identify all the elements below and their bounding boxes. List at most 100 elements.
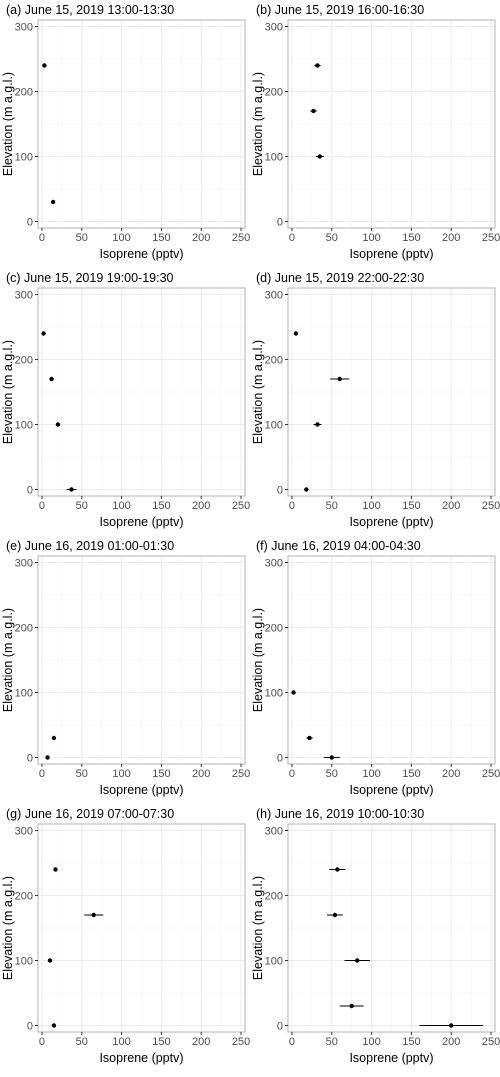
data-point — [315, 422, 320, 427]
data-point — [69, 487, 74, 492]
x-axis-label: Isoprene (pptv) — [99, 247, 183, 261]
y-tick-label: 300 — [265, 826, 283, 838]
plot-border — [37, 19, 246, 229]
x-tick-label: 200 — [442, 1036, 460, 1048]
panel-c: 0 50 100 150 200 250 0 100 200 300 (c) June 15, 20… — [0, 268, 250, 536]
x-tick-label: 0 — [289, 768, 295, 780]
data-point — [41, 331, 46, 336]
plot-border — [37, 555, 246, 765]
x-tick-label: 200 — [442, 232, 460, 244]
data-point — [317, 154, 323, 159]
x-tick-label: 250 — [232, 1036, 250, 1048]
x-tick-label: 200 — [442, 500, 460, 512]
y-tick-label: 300 — [15, 826, 33, 838]
data-point — [335, 867, 340, 872]
y-tick-label: 0 — [27, 1021, 33, 1033]
data-point — [307, 735, 312, 741]
plot-border — [287, 19, 496, 229]
data-point — [293, 331, 299, 336]
x-tick-label: 250 — [232, 232, 250, 244]
data-point — [355, 958, 360, 963]
x-tick-label: 0 — [289, 1036, 295, 1048]
x-tick-label: 150 — [152, 1036, 170, 1048]
data-point — [42, 63, 47, 68]
y-tick-label: 100 — [265, 152, 283, 164]
panel-g: 0 50 100 150 200 250 0 100 200 300 (g) June 16, 20… — [0, 804, 250, 1072]
y-tick-label: 100 — [265, 688, 283, 700]
y-axis-label: Elevation (m a.g.l.) — [251, 72, 265, 176]
data-point — [53, 867, 58, 872]
chart-svg: 0 50 100 150 200 250 0 100 200 300 (c) June 15, 20… — [1, 271, 250, 529]
y-axis-label: Elevation (m a.g.l.) — [1, 340, 15, 444]
y-tick-label: 0 — [277, 485, 283, 497]
data-point — [329, 755, 334, 760]
data-point — [315, 63, 320, 68]
y-tick-label: 300 — [265, 290, 283, 302]
x-tick-label: 50 — [326, 500, 338, 512]
x-axis-label: Isoprene (pptv) — [99, 783, 183, 797]
x-tick-label: 150 — [402, 232, 420, 244]
y-tick-label: 200 — [265, 623, 283, 635]
chart-svg: 0 50 100 150 200 250 0 100 200 300 (d) June 15, 20… — [251, 271, 500, 529]
y-tick-label: 100 — [265, 420, 283, 432]
y-tick-label: 200 — [265, 891, 283, 903]
x-tick-label: 150 — [402, 500, 420, 512]
x-tick-label: 250 — [482, 500, 500, 512]
chart-svg: 0 50 100 150 200 250 0 100 200 300 (f) June 16, 20… — [251, 539, 500, 797]
panel-a: 0 50 100 150 200 250 0 100 200 300 (a) June 15, 20… — [0, 0, 250, 268]
chart-svg: 0 50 100 150 200 250 0 100 200 300 (h) June 16, 20… — [251, 807, 500, 1065]
y-tick-label: 300 — [265, 558, 283, 570]
data-point — [45, 755, 50, 760]
data-point — [49, 376, 54, 382]
x-tick-label: 100 — [362, 1036, 380, 1048]
x-tick-label: 150 — [402, 768, 420, 780]
x-tick-label: 100 — [112, 500, 130, 512]
y-tick-label: 100 — [15, 688, 33, 700]
x-axis-label: Isoprene (pptv) — [349, 515, 433, 529]
x-tick-label: 0 — [39, 1036, 45, 1048]
panel-title: (f) June 16, 2019 04:00-04:30 — [256, 539, 421, 553]
data-point — [337, 376, 342, 382]
panel-d: 0 50 100 150 200 250 0 100 200 300 (d) June 15, 20… — [250, 268, 500, 536]
y-tick-label: 200 — [15, 87, 33, 99]
panel-title: (e) June 16, 2019 01:00-01:30 — [6, 539, 174, 553]
panel-e: 0 50 100 150 200 250 0 100 200 300 (e) June 16, 20… — [0, 536, 250, 804]
y-tick-label: 0 — [27, 753, 33, 765]
x-tick-label: 250 — [482, 1036, 500, 1048]
data-point — [55, 422, 61, 427]
x-tick-label: 200 — [192, 232, 210, 244]
x-tick-label: 100 — [362, 232, 380, 244]
data-point — [311, 108, 316, 114]
y-tick-label: 0 — [277, 217, 283, 229]
x-tick-label: 50 — [76, 232, 88, 244]
y-tick-label: 0 — [27, 217, 33, 229]
x-tick-label: 250 — [482, 232, 500, 244]
y-tick-label: 300 — [265, 22, 283, 34]
y-tick-label: 100 — [15, 152, 33, 164]
x-tick-label: 50 — [76, 500, 88, 512]
x-tick-label: 250 — [232, 500, 250, 512]
x-tick-label: 150 — [402, 1036, 420, 1048]
y-tick-label: 100 — [265, 956, 283, 968]
y-axis-label: Elevation (m a.g.l.) — [1, 876, 15, 980]
data-point — [304, 487, 309, 492]
chart-svg: 0 50 100 150 200 250 0 100 200 300 (b) June 15, 20… — [251, 3, 500, 261]
x-tick-label: 50 — [76, 1036, 88, 1048]
y-tick-label: 200 — [265, 355, 283, 367]
data-point — [51, 735, 57, 741]
panel-title: (g) June 16, 2019 07:00-07:30 — [6, 807, 174, 821]
plot-border — [37, 823, 246, 1033]
x-tick-label: 200 — [192, 768, 210, 780]
x-tick-label: 0 — [39, 500, 45, 512]
x-tick-label: 50 — [326, 232, 338, 244]
y-axis-label: Elevation (m a.g.l.) — [251, 340, 265, 444]
x-tick-label: 0 — [289, 500, 295, 512]
y-axis-label: Elevation (m a.g.l.) — [251, 608, 265, 712]
x-tick-label: 100 — [362, 500, 380, 512]
panel-h: 0 50 100 150 200 250 0 100 200 300 (h) June 16, 20… — [250, 804, 500, 1072]
x-axis-label: Isoprene (pptv) — [349, 247, 433, 261]
chart-svg: 0 50 100 150 200 250 0 100 200 300 (a) June 15, 20… — [1, 3, 250, 261]
data-point — [349, 1003, 354, 1009]
data-point — [291, 690, 296, 695]
